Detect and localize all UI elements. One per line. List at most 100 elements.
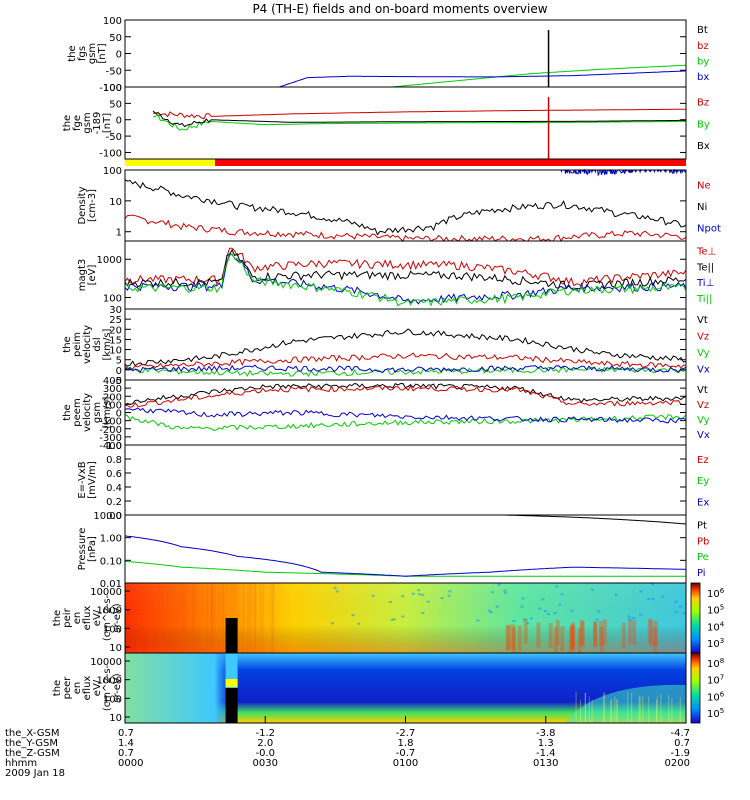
legend-label: Vx: [697, 430, 710, 441]
spectrogram-dot: [614, 593, 618, 596]
series-line-fgs-2: [391, 64, 687, 88]
colorbar-tick-label: 108: [707, 657, 724, 670]
spectrogram-burst: [579, 619, 584, 645]
spectrogram-dot: [538, 607, 542, 610]
y-tick-label: 0.2: [106, 497, 122, 508]
spectrogram-dot: [522, 618, 526, 621]
y-tick-label: 0.10: [100, 556, 122, 567]
spectrogram-burst: [593, 622, 598, 648]
colorbar-tick-label: 104: [707, 620, 725, 633]
spectrogram-dot: [487, 609, 491, 612]
spectrogram-burst: [580, 621, 585, 647]
spectrogram-burst: [599, 626, 604, 652]
y-tick-label: 15: [109, 335, 122, 346]
legend-label: By: [697, 119, 710, 130]
x-row-label: the_Y-GSM: [5, 738, 58, 749]
y-axis-label: velocity: [82, 325, 93, 364]
y-tick-label: 30: [109, 305, 122, 316]
spectrogram-dot: [489, 611, 493, 614]
x-row-label: hhmm: [5, 758, 37, 769]
series-line-pressure-3: [124, 535, 687, 577]
y-tick-label: 100: [103, 83, 122, 94]
spectrogram-dot: [660, 595, 664, 598]
legend-label: Pi: [697, 568, 706, 579]
y-axis-label: the: [62, 336, 73, 352]
spectrogram-burst: [560, 626, 565, 652]
panel-temperature: Te⊥ Te|| Ti⊥ Ti|| 1000 100 magt3 [eV]: [77, 240, 716, 310]
y-axis-label: gsm: [87, 43, 98, 64]
spectrogram-dot: [335, 590, 339, 593]
spectrogram-burst: [647, 618, 652, 644]
y-axis-label: the: [67, 45, 78, 61]
y-tick-label: 0.01: [100, 579, 122, 590]
mode-bar-slow: [125, 159, 215, 166]
spectrogram-dot: [546, 613, 550, 616]
spectrogram-plasma-sheet: [565, 684, 686, 723]
spectrogram-dot: [521, 597, 525, 600]
x-row-value: -0.0: [255, 748, 275, 759]
spectrogram-burst: [555, 620, 560, 646]
y-tick-label: -100: [99, 83, 122, 94]
y-tick-label: 50: [109, 33, 122, 44]
series-line-peem-velocity-1: [124, 384, 686, 408]
spectrogram-burst: [571, 625, 576, 651]
legend-label: Vz: [697, 332, 709, 343]
spectrogram-dot: [651, 583, 655, 586]
series-line-fge-1: [152, 113, 686, 131]
legend-label: Pb: [697, 536, 709, 547]
y-tick-label: 400: [103, 376, 122, 387]
spectrogram-dot: [674, 611, 678, 614]
spectrogram-dot: [682, 612, 686, 615]
spectrogram-dot: [421, 611, 425, 614]
spectrogram-dot: [520, 605, 524, 608]
legend-label: Ti⊥: [696, 278, 714, 289]
data-gap: [225, 618, 238, 653]
legend-label: Ti||: [696, 294, 712, 305]
legend-label: Bx: [697, 141, 710, 152]
x-row-label: the_Z-GSM: [5, 748, 60, 759]
y-tick-label: 0.8: [106, 455, 122, 466]
spectrogram-dot: [504, 591, 508, 594]
series-line-density-0: [124, 214, 687, 243]
y-axis-label: en: [72, 682, 83, 695]
data-gap-band: [225, 679, 238, 687]
y-tick-label: 10: [109, 643, 122, 654]
x-row-value: 2.0: [257, 738, 273, 749]
y-axis-label: en: [72, 612, 83, 625]
spectrogram-dot: [553, 612, 557, 615]
x-row-value: 1.3: [538, 738, 554, 749]
x-row-value: -1.2: [255, 728, 275, 739]
colorbar-tick-label: 106: [707, 690, 725, 703]
spectrogram-dot: [497, 583, 501, 586]
spectrogram-dot: [476, 619, 480, 622]
y-tick-label: 0: [116, 50, 122, 61]
y-axis-label: [nPa]: [87, 536, 98, 562]
y-axis-label: [km/s]: [102, 328, 113, 360]
x-row-value: 0000: [118, 758, 143, 769]
y-tick-label: 0: [116, 409, 122, 420]
y-axis-label: gsm: [92, 402, 103, 423]
spectrogram-dot: [417, 593, 421, 596]
spectrogram-dot: [627, 615, 631, 618]
legend-label: Npot: [697, 223, 721, 234]
spectrogram-dot: [503, 589, 507, 592]
spectrogram-dot: [678, 605, 682, 608]
x-row-value: 1.8: [398, 738, 414, 749]
x-row-value: 0.7: [674, 738, 690, 749]
y-axis-label: the: [52, 680, 63, 696]
y-tick-label: 1000: [97, 606, 122, 617]
y-tick-label: 0.0: [106, 511, 122, 522]
spectrogram-dot: [512, 620, 516, 623]
spectrogram-burst: [602, 619, 607, 645]
series-line-pressure-0: [503, 514, 687, 525]
x-row-value: 0030: [253, 758, 278, 769]
spectrogram-burst: [653, 620, 658, 646]
y-tick-label: 20: [109, 325, 122, 336]
panel-frame: [124, 444, 687, 516]
spectrogram-dot: [390, 618, 394, 621]
y-tick-label: 100: [103, 166, 122, 177]
legend-label: Vx: [697, 365, 710, 376]
y-axis-label: [mV/m]: [87, 461, 98, 499]
x-row-value: 0200: [665, 758, 690, 769]
